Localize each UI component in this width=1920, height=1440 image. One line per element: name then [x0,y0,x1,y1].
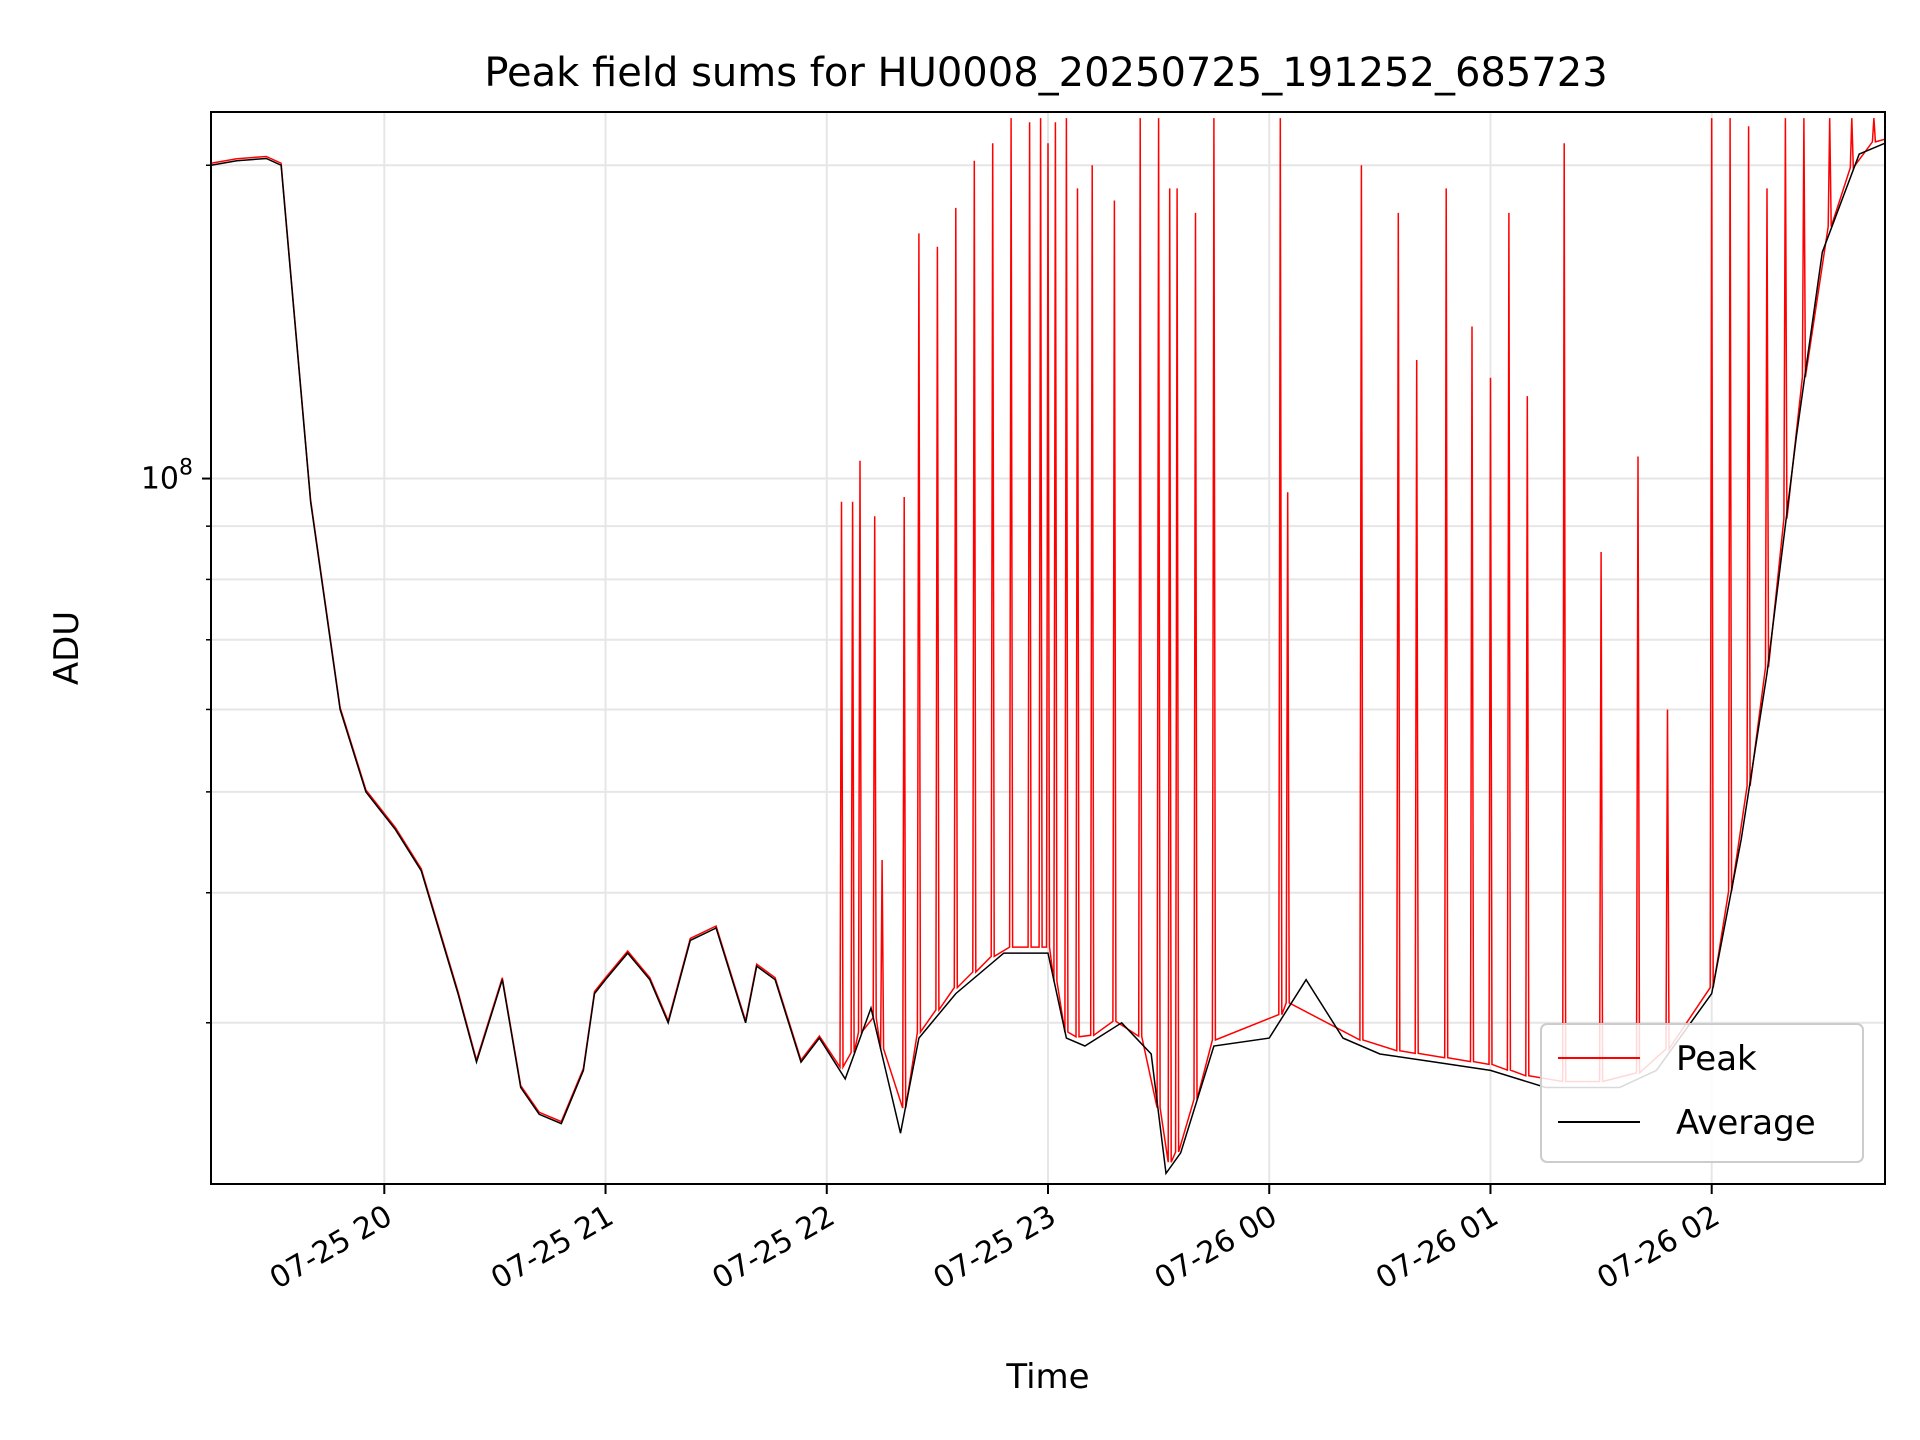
x-tick-label: 07-25 22 [706,1199,840,1297]
legend-label-average: Average [1676,1103,1816,1143]
y-tick-base: 10 [141,462,179,497]
y-axis: 108 [141,164,211,1024]
average-line [210,142,1886,1176]
legend: Peak Average [1540,1023,1864,1163]
x-tick-label: 07-25 23 [928,1199,1062,1297]
plot-area [210,118,1886,1176]
x-tick-label: 07-26 02 [1591,1199,1725,1297]
x-tick-label: 07-25 21 [485,1199,619,1297]
y-tick-exponent: 8 [179,456,193,481]
chart-title: Peak field sums for HU0008_20250725_1912… [484,50,1607,96]
x-tick-label: 07-26 01 [1370,1199,1504,1297]
x-axis: 07-25 20 07-25 21 07-25 22 07-25 23 07-26 00… [264,1184,1726,1296]
x-tick-label: 07-26 00 [1149,1199,1283,1297]
legend-label-peak: Peak [1676,1039,1757,1079]
y-tick-label: 108 [141,456,193,497]
y-axis-label: ADU [47,611,87,685]
x-axis-label: Time [1005,1357,1089,1397]
x-tick-label: 07-25 20 [264,1199,398,1297]
grid [211,112,1885,1184]
